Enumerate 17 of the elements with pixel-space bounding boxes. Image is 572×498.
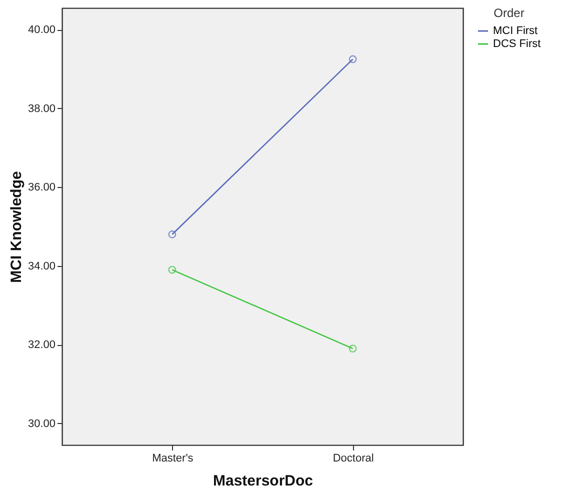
y-tick-label: 38.00 bbox=[28, 102, 56, 115]
y-tick-label: 34.00 bbox=[28, 260, 56, 272]
y-tick-label: 36.00 bbox=[28, 182, 56, 194]
legend-label: DCS First bbox=[493, 38, 541, 50]
legend-label: MCI First bbox=[493, 25, 538, 37]
y-axis-title: MCI Knowledge bbox=[8, 171, 25, 283]
x-tick-label: Master's bbox=[152, 452, 194, 464]
x-axis-title: MastersorDoc bbox=[212, 472, 314, 490]
point bbox=[348, 55, 357, 64]
y-tick-label: 30.00 bbox=[28, 418, 56, 430]
legend-title: Order bbox=[494, 6, 524, 20]
x-tick-label: Doctoral bbox=[332, 452, 374, 464]
point bbox=[168, 230, 176, 238]
point bbox=[348, 344, 357, 352]
y-tick-label: 32.00 bbox=[28, 339, 56, 352]
y-tick-label: 40.00 bbox=[28, 24, 56, 36]
point bbox=[168, 266, 176, 274]
